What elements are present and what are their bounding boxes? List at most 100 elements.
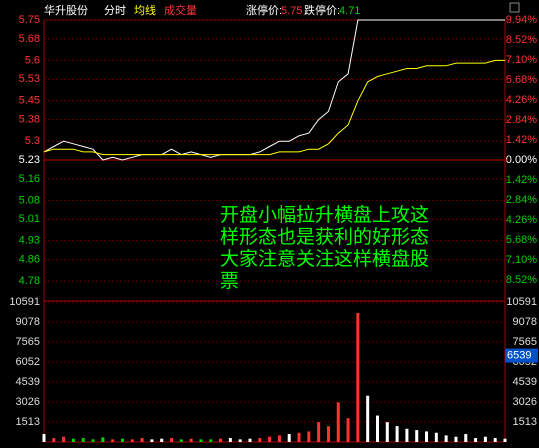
volume-bar bbox=[503, 438, 507, 442]
volume-bar bbox=[238, 439, 242, 442]
y-tick-label: 5.45 bbox=[19, 95, 40, 107]
y-tick-label: 4.78 bbox=[19, 275, 40, 287]
y-tick-label: 5.16 bbox=[19, 173, 40, 185]
y-tick-label: 3026 bbox=[16, 396, 40, 408]
y2-tick-label: 7.10% bbox=[506, 254, 537, 266]
volume-bar bbox=[326, 426, 330, 442]
current-label: 6539 bbox=[507, 349, 531, 361]
volume-bar bbox=[52, 438, 56, 442]
y-tick-label: 5.23 bbox=[19, 154, 40, 166]
frame bbox=[43, 19, 506, 443]
volume-bar bbox=[356, 312, 360, 442]
volume-bar bbox=[268, 436, 272, 442]
y-tick-label: 9078 bbox=[16, 316, 40, 328]
volume-bar bbox=[385, 422, 389, 442]
y2-tick-label: 3026 bbox=[513, 396, 537, 408]
legend-entry: 均线 bbox=[134, 3, 156, 17]
annotation: 开盘小幅拉升横盘上攻这 bbox=[220, 204, 429, 226]
annotation: 大家注意关注这样横盘股 bbox=[220, 248, 429, 270]
volume-bar bbox=[375, 415, 379, 442]
volume-bar bbox=[474, 438, 478, 442]
volume-bar bbox=[130, 439, 134, 442]
volume-bar bbox=[317, 422, 321, 442]
y2-tick-label: 9078 bbox=[513, 316, 537, 328]
y2-tick-label: 5.68% bbox=[506, 74, 537, 86]
price-line bbox=[43, 59, 505, 156]
current-marker bbox=[505, 348, 538, 363]
limit-down-label: 跌停价: bbox=[304, 3, 340, 17]
annotation: 样形态也是获利的好形态 bbox=[220, 226, 429, 248]
y2-tick-label: 10591 bbox=[506, 296, 537, 308]
volume-bar bbox=[405, 428, 409, 442]
window-button[interactable] bbox=[509, 2, 520, 13]
volume-bar bbox=[160, 438, 164, 442]
y2-tick-label: 8.52% bbox=[506, 34, 537, 46]
limit-up-label: 涨停价: bbox=[246, 3, 282, 17]
volume-bar bbox=[366, 395, 370, 442]
y2-tick-label: 8.52% bbox=[506, 274, 537, 286]
volume-bar bbox=[425, 431, 429, 442]
y2-tick-label: 1.42% bbox=[506, 134, 537, 146]
volume-bar bbox=[464, 434, 468, 442]
price-line bbox=[43, 19, 505, 161]
volume-bar bbox=[120, 438, 124, 442]
y-tick-label: 5.68 bbox=[19, 33, 40, 45]
volume-bar bbox=[258, 438, 262, 442]
volume-bar bbox=[62, 436, 66, 442]
volume-bar bbox=[415, 430, 419, 442]
volume-bar bbox=[81, 438, 85, 442]
volume-bar bbox=[209, 439, 213, 442]
volume-bar bbox=[91, 439, 95, 442]
volume-bar bbox=[101, 437, 105, 442]
volume-bar bbox=[434, 432, 438, 442]
legend-entry: 成交量 bbox=[164, 3, 197, 17]
volume-bar bbox=[346, 418, 350, 442]
y2-tick-label: 4.26% bbox=[506, 214, 537, 226]
limit-down: 4.71 bbox=[339, 5, 360, 17]
y-tick-label: 5.08 bbox=[19, 194, 40, 206]
y-tick-label: 7565 bbox=[16, 336, 40, 348]
stock-name: 华升股份 bbox=[44, 3, 88, 17]
volume-bar bbox=[336, 402, 340, 442]
y-tick-label: 5.3 bbox=[25, 135, 40, 147]
volume-bar bbox=[219, 438, 223, 442]
limit-up: 5.75 bbox=[281, 5, 302, 17]
y2-tick-label: 9.94% bbox=[506, 14, 537, 26]
volume-bar bbox=[150, 439, 154, 442]
volume-bar bbox=[493, 438, 497, 442]
y-tick-label: 5.75 bbox=[19, 14, 40, 26]
volume-bar bbox=[199, 439, 203, 442]
y-tick-label: 4.86 bbox=[19, 254, 40, 266]
volume-bar bbox=[277, 435, 281, 442]
y-tick-label: 5.01 bbox=[19, 213, 40, 225]
volume-bar bbox=[189, 438, 193, 442]
volume-bar bbox=[454, 436, 458, 442]
volume-bar bbox=[297, 432, 301, 442]
y2-tick-label: 7565 bbox=[513, 336, 537, 348]
volume-bar bbox=[140, 438, 144, 442]
y2-tick-label: 7.10% bbox=[506, 54, 537, 66]
y2-tick-label: 0.00% bbox=[506, 154, 537, 166]
y-tick-label: 5.53 bbox=[19, 73, 40, 85]
y2-tick-label: 1.42% bbox=[506, 174, 537, 186]
y2-tick-label: 4539 bbox=[513, 376, 537, 388]
y2-tick-label: 4.26% bbox=[506, 94, 537, 106]
volume-bar bbox=[228, 438, 232, 442]
legend-entry: 分时 bbox=[104, 4, 126, 17]
y2-tick-label: 1513 bbox=[513, 416, 537, 428]
volume-bar bbox=[111, 439, 115, 442]
y-tick-label: 10591 bbox=[9, 296, 40, 308]
y-tick-label: 6052 bbox=[16, 356, 40, 368]
volume-bar bbox=[287, 434, 291, 442]
volume-bar bbox=[42, 434, 46, 442]
volume-bar bbox=[248, 438, 252, 442]
volume-bar bbox=[179, 439, 183, 442]
volume-bar bbox=[307, 431, 311, 442]
y-tick-label: 5.6 bbox=[25, 54, 40, 66]
y-tick-label: 1513 bbox=[16, 416, 40, 428]
volume-bar bbox=[170, 438, 174, 442]
volume-bar bbox=[395, 426, 399, 442]
volume-bar bbox=[71, 438, 75, 442]
y-tick-label: 4539 bbox=[16, 376, 40, 388]
